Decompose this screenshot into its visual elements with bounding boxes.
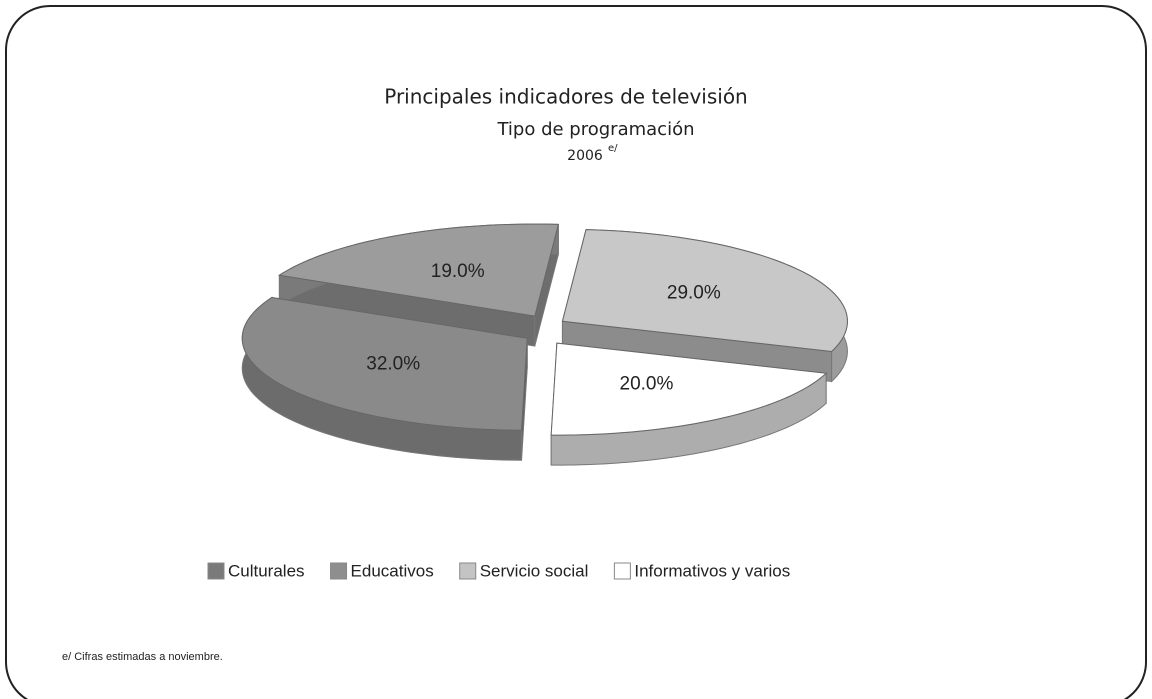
tops (241, 223, 848, 436)
slice (241, 296, 528, 431)
legend-swatch (613, 562, 631, 580)
year: 2006 (567, 148, 603, 164)
legend-label: Informativos y varios (634, 561, 790, 580)
data-label: 20.0% (620, 374, 674, 395)
slice (550, 342, 828, 436)
data-label: 32.0% (366, 354, 420, 375)
legend-swatch (459, 562, 477, 580)
legend-swatch (330, 562, 348, 580)
year-note: e/ (608, 143, 618, 154)
legend-label: Servicio social (480, 561, 589, 580)
data-label: 19.0% (431, 261, 485, 282)
footnote: e/ Cifras estimadas a noviembre. (62, 651, 223, 663)
legend-label: Culturales (228, 561, 305, 580)
slice (277, 223, 559, 317)
chart-title: Principales indicadores de televisión (384, 85, 748, 109)
legend-swatch (207, 562, 225, 580)
data-label: 29.0% (667, 283, 721, 304)
legend-label: Educativos (351, 561, 434, 580)
chart-subtitle: Tipo de programación (496, 119, 694, 140)
slice (561, 229, 848, 352)
